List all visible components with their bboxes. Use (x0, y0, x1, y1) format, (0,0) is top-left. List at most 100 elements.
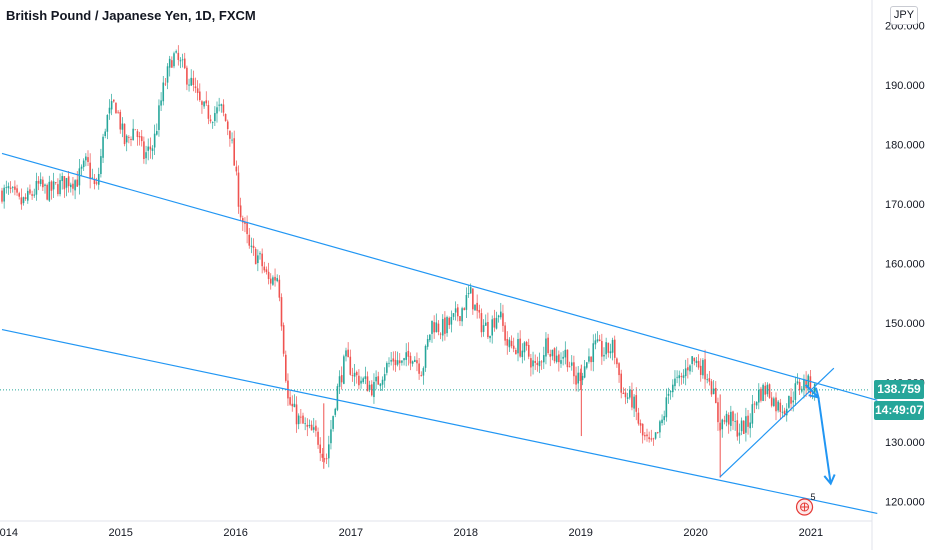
candle-body (278, 279, 281, 298)
candle-body (194, 86, 197, 89)
candle-body (211, 122, 214, 124)
candle-body (435, 322, 438, 333)
candle-body (807, 375, 810, 389)
candle-body (790, 396, 792, 404)
candle-body (35, 180, 38, 195)
candle-body (463, 308, 466, 311)
candle-body (519, 338, 521, 357)
bar-countdown-label: 14:49:07 (874, 401, 924, 420)
candle-body (128, 137, 130, 138)
candle-body (422, 368, 425, 376)
candle-body (674, 378, 676, 387)
x-tick-label: 2019 (568, 527, 592, 539)
candle-body (644, 435, 646, 437)
candle-body (742, 420, 745, 434)
candle-body (44, 184, 46, 186)
candle-body (527, 344, 530, 357)
candle-body (110, 101, 113, 110)
x-tick-label: 2020 (683, 527, 707, 539)
candle-body (598, 339, 601, 342)
candle-body (231, 139, 233, 141)
candle-body (487, 322, 489, 338)
candle-body (493, 318, 496, 328)
candle-body (7, 186, 10, 189)
candle-body (196, 88, 199, 93)
candle-body (379, 383, 382, 387)
candle-body (695, 360, 698, 364)
currency-badge[interactable]: JPY (890, 6, 918, 25)
candle-body (450, 316, 453, 325)
candle-body (702, 360, 704, 376)
candle-body (252, 245, 255, 249)
candle-body (82, 160, 85, 168)
candle-body (304, 423, 306, 425)
candle-body (515, 349, 517, 355)
candle-body (218, 104, 220, 106)
candle-body (229, 130, 231, 139)
candle-body (809, 376, 812, 394)
candle-body (517, 339, 519, 354)
candle-body (794, 383, 797, 400)
candle-body (770, 397, 773, 406)
candle-body (601, 340, 603, 357)
candle-body (244, 221, 246, 224)
x-tick-label: 2021 (799, 527, 823, 539)
candle-body (467, 293, 470, 295)
candle-body (248, 234, 251, 246)
candle-body (611, 339, 614, 353)
candle-body (558, 354, 560, 363)
candle-body (67, 176, 70, 187)
candle-body (452, 313, 455, 317)
candle-body (375, 376, 377, 382)
candle-body (113, 99, 115, 102)
candle-body (682, 375, 685, 378)
candle-body (699, 365, 702, 375)
candle-body (1, 190, 3, 202)
candle-body (302, 415, 304, 424)
candle-body (669, 391, 672, 393)
candle-body (336, 386, 339, 410)
candle-body (102, 136, 104, 158)
candle-body (448, 317, 450, 326)
candle-body (168, 58, 171, 68)
candle-body (310, 424, 313, 431)
candle-body (482, 325, 485, 332)
candle-body (392, 358, 395, 362)
candle-body (151, 148, 154, 151)
candle-body (581, 375, 584, 381)
candle-body (328, 444, 330, 459)
x-tick-label: 2018 (454, 527, 478, 539)
candle-body (272, 277, 274, 285)
symbol-title[interactable]: British Pound / Japanese Yen, 1D, FXCM (6, 8, 256, 23)
candle-body (684, 368, 687, 377)
candle-body (727, 414, 730, 425)
candle-body (121, 123, 124, 130)
event-flag-icon[interactable]: 5 (795, 492, 816, 516)
candle-body (57, 184, 59, 195)
candle-body (205, 100, 208, 104)
candle-body (149, 146, 152, 150)
candle-body (216, 107, 218, 114)
candle-body (573, 362, 575, 377)
candle-body (689, 365, 691, 372)
candle-body (416, 360, 418, 364)
candle-body (74, 180, 76, 191)
candle-body (297, 415, 300, 425)
candle-body (620, 373, 622, 393)
candle-body (46, 184, 48, 200)
candle-body (484, 322, 487, 326)
candle-body (652, 438, 655, 440)
candle-body (54, 182, 57, 183)
candle-body (433, 322, 435, 333)
candle-body (715, 387, 717, 404)
candle-body (143, 141, 145, 160)
candle-body (525, 342, 528, 346)
y-tick-label: 190.000 (885, 80, 925, 92)
candle-body (717, 402, 719, 423)
candle-body (250, 245, 253, 247)
y-tick-label: 150.000 (885, 318, 925, 330)
candle-body (207, 105, 210, 119)
